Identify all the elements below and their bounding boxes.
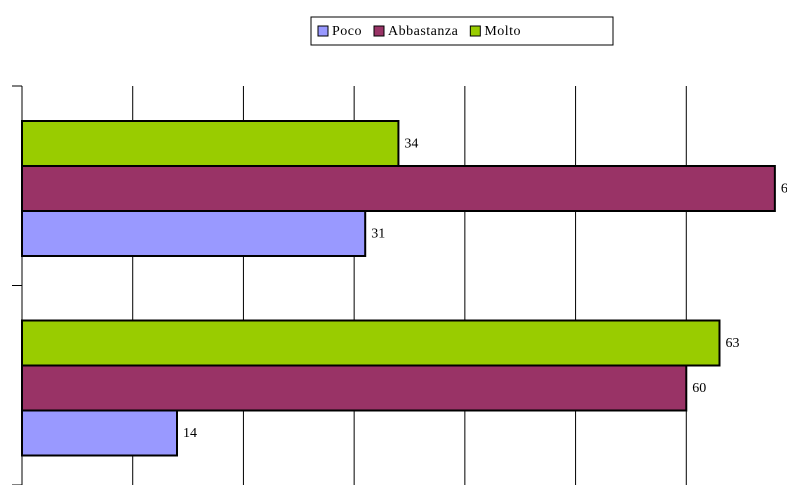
- legend-swatch: [373, 25, 385, 37]
- legend-box: [310, 16, 614, 46]
- data-label: 34: [404, 137, 418, 152]
- bar: [21, 409, 178, 457]
- data-label: 31: [371, 227, 385, 242]
- legend-swatch: [469, 25, 481, 37]
- legend-swatch: [317, 25, 329, 37]
- legend-label: Poco: [332, 24, 362, 39]
- legend-label: Molto: [484, 24, 521, 39]
- data-label: 60: [692, 381, 706, 396]
- data-label: 14: [183, 426, 197, 441]
- data-label: 68: [781, 182, 787, 197]
- bar: [21, 120, 400, 167]
- data-label: 63: [726, 336, 740, 351]
- legend: Poco Abbastanza Molto: [310, 16, 614, 46]
- legend-label: Abbastanza: [388, 24, 459, 39]
- bar: [21, 165, 776, 212]
- bar: [21, 210, 367, 257]
- bar: [21, 364, 688, 412]
- bar: [21, 319, 721, 367]
